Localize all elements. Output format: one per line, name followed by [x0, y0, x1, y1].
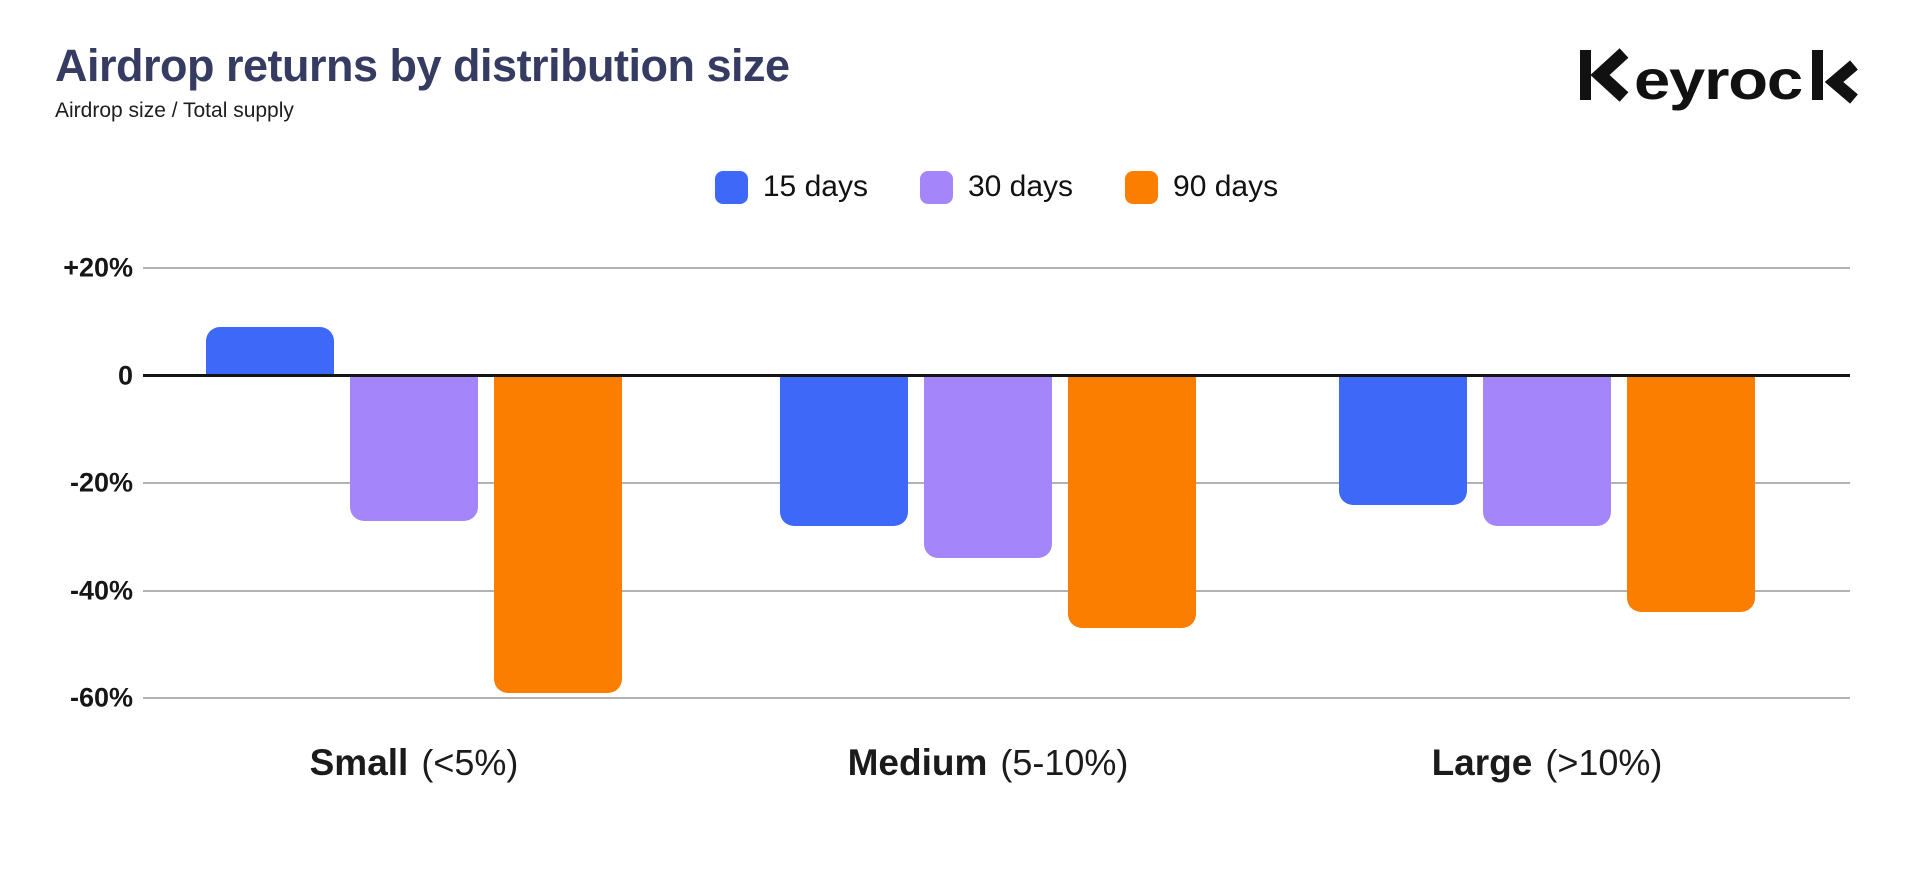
x-axis-label-medium: Medium (5-10%): [848, 742, 1129, 784]
logo-letter-k-icon: [1812, 50, 1858, 104]
category-range: (5-10%): [1000, 742, 1129, 783]
legend-label-90-days: 90 days: [1173, 170, 1279, 203]
legend-label-30-days: 30 days: [967, 170, 1074, 203]
bar-medium-30-days: [924, 375, 1052, 559]
x-axis-label-large: Large (>10%): [1432, 742, 1663, 784]
bar-medium-15-days: [780, 375, 908, 526]
chart-legend: 15 days 30 days 90 days: [143, 168, 1850, 206]
category-name: Small: [309, 742, 409, 783]
legend-swatch-30-days: [919, 170, 953, 204]
bar-medium-90-days: [1068, 375, 1196, 629]
legend-label-15-days: 15 days: [762, 170, 868, 203]
y-axis-tick--20-: -20%: [69, 467, 133, 498]
legend-item-90-days: 90 days: [1125, 170, 1278, 204]
category-range: (>10%): [1545, 742, 1663, 783]
keyrock-logo-graphic: eyroc: [1580, 48, 1858, 111]
category-name: Large: [1431, 742, 1533, 783]
chart-title: Airdrop returns by distribution size: [55, 40, 790, 91]
legend-swatch-15-days: [714, 170, 748, 204]
legend-item-30-days: 30 days: [919, 170, 1074, 204]
legend-item-15-days: 15 days: [714, 170, 868, 204]
bar-large-90-days: [1627, 375, 1755, 612]
keyrock-logo: eyroc: [1578, 42, 1868, 112]
bar-large-15-days: [1339, 375, 1467, 505]
gridline--40-: [143, 589, 1850, 592]
bar-small-90-days: [494, 375, 622, 693]
logo-middle-text: eyroc: [1634, 48, 1802, 111]
bar-small-30-days: [350, 375, 478, 521]
zero-axis-line: [143, 374, 1850, 377]
chart-subtitle: Airdrop size / Total supply: [55, 99, 294, 122]
x-axis-label-small: Small (<5%): [310, 742, 519, 784]
gridline--60-: [143, 697, 1850, 699]
bar-small-15-days: [206, 327, 334, 376]
category-range: (<5%): [421, 742, 519, 783]
legend-swatch-90-days: [1125, 170, 1159, 204]
gridline--20-: [143, 267, 1850, 269]
y-axis-tick--20-: +20%: [63, 252, 133, 283]
y-axis-tick-0: 0: [117, 360, 133, 390]
bar-large-30-days: [1483, 375, 1611, 526]
logo-letter-K-icon: [1580, 48, 1629, 102]
category-name: Medium: [847, 742, 988, 783]
y-axis-tick--60-: -60%: [69, 682, 133, 713]
y-axis-tick--40-: -40%: [69, 575, 133, 605]
